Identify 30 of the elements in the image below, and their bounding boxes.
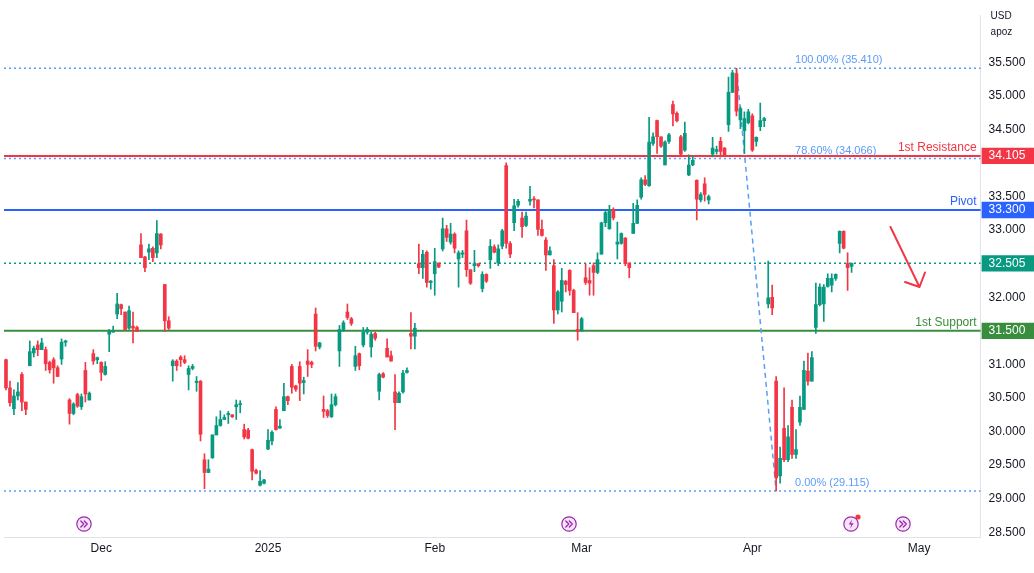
x-tick-label: Dec: [90, 540, 112, 555]
y-tick-label: 32.505: [988, 255, 1026, 270]
x-tick-label: May: [907, 540, 931, 555]
y-tick-label: 34.105: [988, 148, 1026, 163]
y-tick-label: 30.500: [988, 390, 1026, 405]
x-tick-label: Mar: [571, 540, 592, 555]
y-tick-label: 31.000: [988, 356, 1026, 371]
ref-line-label: 0.00% (29.115): [795, 476, 870, 488]
ref-line-label: Pivot: [949, 193, 978, 208]
text: apoz: [990, 25, 1013, 37]
y-tick-label: 33.000: [988, 222, 1026, 237]
ref-line-label: 78.60% (34.066): [795, 143, 877, 156]
x-tick-label: 2025: [254, 540, 282, 555]
y-tick-label: 35.500: [988, 54, 1026, 69]
ref-line-label: 1st Support: [915, 314, 978, 329]
y-tick-label: 29.500: [988, 457, 1026, 472]
x-tick-label: Apr: [742, 540, 762, 555]
y-tick-label: 34.500: [988, 121, 1026, 136]
ref-line-label: 100.00% (35.410): [795, 53, 883, 66]
y-tick-label: 35.000: [988, 88, 1026, 103]
y-tick-label: 32.000: [988, 289, 1026, 304]
y-tick-label: 29.000: [988, 491, 1026, 506]
text: USD: [990, 9, 1012, 21]
y-tick-label: 30.000: [988, 423, 1026, 438]
y-tick-label: 31.500: [988, 323, 1026, 338]
ref-line-label: 1st Resistance: [897, 139, 977, 154]
y-tick-label: 33.500: [988, 188, 1026, 203]
x-tick-label: Feb: [424, 540, 446, 555]
y-tick-label: 33.300: [988, 202, 1026, 217]
y-tick-label: 28.500: [988, 524, 1026, 539]
